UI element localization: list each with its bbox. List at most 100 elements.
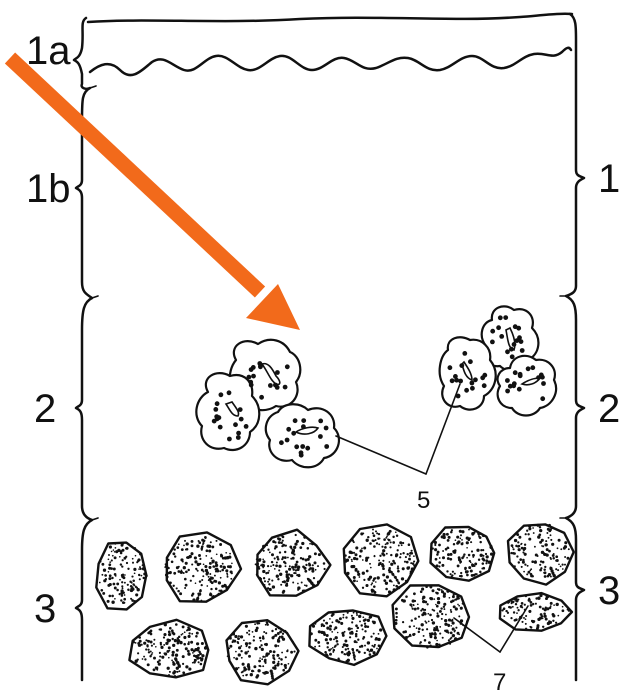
stipple-dot xyxy=(419,641,422,644)
stipple-dot xyxy=(219,570,222,573)
stipple-dot xyxy=(379,561,382,564)
granule-dot xyxy=(481,383,487,389)
stipple-dot xyxy=(345,643,349,648)
stipple-dot xyxy=(354,567,358,571)
stipple-dot xyxy=(561,609,565,613)
granule-dot xyxy=(259,394,264,400)
stipple-dot xyxy=(308,562,311,565)
stipple-dot xyxy=(235,657,239,661)
stipple-dot xyxy=(362,616,365,619)
stipple-dot xyxy=(287,662,290,665)
stipple-dot xyxy=(527,570,531,574)
stipple-dot xyxy=(285,578,290,583)
stipple-dot xyxy=(131,575,134,578)
stipple-dot xyxy=(132,641,136,644)
stipple-dot xyxy=(168,674,170,676)
stipple-dot xyxy=(193,660,196,664)
stipple-dot xyxy=(413,564,416,567)
stipple-dot xyxy=(536,523,540,527)
stipple-dot xyxy=(191,563,194,566)
granule-dot xyxy=(496,325,501,331)
stipple-dot xyxy=(561,563,564,566)
stipple-dot xyxy=(523,546,527,551)
stipple-dot xyxy=(240,656,243,659)
stipple-dot xyxy=(183,635,187,640)
stipple-dot xyxy=(381,545,384,548)
stipple-dot xyxy=(363,578,366,582)
stipple-dot xyxy=(473,531,476,534)
stipple-dot xyxy=(382,573,386,577)
stipple-dot xyxy=(140,574,143,577)
stipple-dot xyxy=(308,555,312,559)
stipple-dot xyxy=(285,583,289,587)
stipple-dot xyxy=(112,582,116,586)
stipple-dot xyxy=(207,575,210,578)
label-3-left: 3 xyxy=(34,587,56,631)
stipple-dot xyxy=(447,553,450,557)
stipple-dot xyxy=(226,655,229,658)
stipple-dot xyxy=(281,637,286,641)
stipple-dot xyxy=(278,564,282,568)
stipple-dot xyxy=(399,541,403,545)
stipple-dot xyxy=(547,572,551,577)
stipple-dot xyxy=(355,557,359,561)
stipple-dot xyxy=(409,603,413,607)
stipple-dot xyxy=(541,617,544,620)
label-5: 5 xyxy=(417,487,430,514)
stipple-dot xyxy=(331,631,334,633)
stipple-dot xyxy=(434,543,437,547)
stipple-dot xyxy=(129,584,133,588)
stipple-dot xyxy=(199,662,203,666)
stipple-dot xyxy=(539,593,543,598)
stipple-dot xyxy=(355,641,358,644)
stipple-dot xyxy=(368,575,373,579)
stipple-dot xyxy=(454,539,457,542)
stipple-dot xyxy=(377,632,380,635)
stipple-dot xyxy=(295,539,299,543)
stipple-dot xyxy=(268,551,271,554)
stipple-dot xyxy=(379,628,383,632)
stipple-dot xyxy=(433,540,437,545)
stipple-dot xyxy=(247,650,250,653)
stipple-dot xyxy=(408,557,411,561)
stipple-dot xyxy=(464,570,469,574)
stipple-dot xyxy=(314,568,317,571)
stipple-dot xyxy=(422,611,426,615)
stipple-dot xyxy=(237,635,240,638)
stipple-dot xyxy=(385,552,388,555)
stipple-dot xyxy=(550,558,552,560)
stipple-dot xyxy=(264,656,266,658)
stipple-dot xyxy=(544,617,548,621)
stipple-dot xyxy=(544,606,547,609)
stipple-dot xyxy=(198,650,201,654)
granule-dot xyxy=(268,383,273,388)
stipple-dot xyxy=(531,560,535,564)
stipple-dot xyxy=(413,592,416,596)
stipple-dot xyxy=(442,532,446,537)
stipple-dot xyxy=(187,634,191,638)
stipple-dot xyxy=(336,631,339,634)
stipple-dot xyxy=(385,575,390,579)
stipple-dot xyxy=(283,663,287,668)
stipple-dot xyxy=(293,572,296,575)
stipple-dot xyxy=(405,560,409,564)
stipple-dot xyxy=(318,645,321,648)
stipple-dot xyxy=(351,621,354,624)
stipple-dot xyxy=(482,558,486,562)
stipple-dot xyxy=(455,626,458,629)
stipple-dot xyxy=(207,579,210,582)
stipple-dot xyxy=(372,645,376,648)
stipple-dot xyxy=(373,585,376,588)
stipple-dot xyxy=(370,649,373,652)
stipple-dot xyxy=(408,625,411,628)
stipple-dot xyxy=(190,539,194,543)
stipple-dot xyxy=(111,600,115,604)
stipple-dot xyxy=(277,644,280,647)
stipple-dot xyxy=(163,643,166,646)
stipple-dot xyxy=(191,592,195,596)
granule-dot xyxy=(318,418,324,424)
stipple-dot xyxy=(535,627,539,631)
stipple-dot xyxy=(373,577,377,580)
stipple-dot xyxy=(334,626,338,630)
stipple-dot xyxy=(452,605,456,609)
